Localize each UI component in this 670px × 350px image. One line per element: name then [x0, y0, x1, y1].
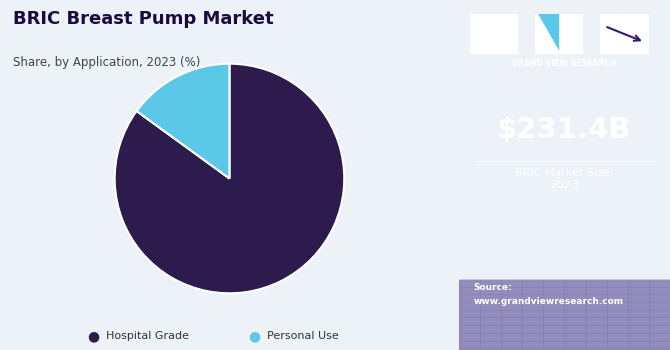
FancyBboxPatch shape: [535, 14, 584, 54]
Text: $231.4B: $231.4B: [497, 116, 632, 144]
Text: Personal Use: Personal Use: [267, 331, 338, 341]
Text: Share, by Application, 2023 (%): Share, by Application, 2023 (%): [13, 56, 201, 69]
Wedge shape: [115, 64, 344, 293]
FancyBboxPatch shape: [470, 14, 518, 54]
Text: ●: ●: [249, 329, 261, 343]
Text: BRIC Breast Pump Market: BRIC Breast Pump Market: [13, 10, 274, 28]
Polygon shape: [459, 280, 670, 350]
Text: Source:
www.grandviewresearch.com: Source: www.grandviewresearch.com: [474, 284, 624, 306]
Text: Hospital Grade: Hospital Grade: [106, 331, 189, 341]
Text: BRIC Market Size,
2023: BRIC Market Size, 2023: [515, 168, 614, 190]
Wedge shape: [137, 64, 230, 178]
Polygon shape: [538, 14, 559, 51]
Text: ●: ●: [88, 329, 100, 343]
Text: GRAND VIEW RESEARCH: GRAND VIEW RESEARCH: [513, 60, 616, 69]
FancyBboxPatch shape: [600, 14, 649, 54]
